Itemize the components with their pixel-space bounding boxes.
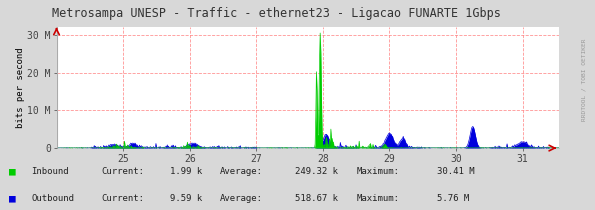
Text: ■: ■: [9, 193, 15, 203]
Text: 518.67 k: 518.67 k: [295, 194, 337, 203]
Text: Current:: Current:: [101, 167, 144, 176]
Text: Outbound: Outbound: [32, 194, 74, 203]
Text: RRDTOOL / TOBI OETIKER: RRDTOOL / TOBI OETIKER: [582, 39, 587, 121]
Text: 9.59 k: 9.59 k: [170, 194, 202, 203]
Text: Maximum:: Maximum:: [357, 167, 400, 176]
Text: 30.41 M: 30.41 M: [437, 167, 475, 176]
Text: 5.76 M: 5.76 M: [437, 194, 469, 203]
Text: Inbound: Inbound: [32, 167, 69, 176]
Text: ■: ■: [9, 166, 15, 176]
Text: Current:: Current:: [101, 194, 144, 203]
Y-axis label: bits per second: bits per second: [15, 47, 24, 128]
Text: 1.99 k: 1.99 k: [170, 167, 202, 176]
Text: Average:: Average:: [220, 194, 263, 203]
Text: Average:: Average:: [220, 167, 263, 176]
Text: 249.32 k: 249.32 k: [295, 167, 337, 176]
Text: Maximum:: Maximum:: [357, 194, 400, 203]
Text: Metrosampa UNESP - Traffic - ethernet23 - Ligacao FUNARTE 1Gbps: Metrosampa UNESP - Traffic - ethernet23 …: [52, 7, 501, 20]
